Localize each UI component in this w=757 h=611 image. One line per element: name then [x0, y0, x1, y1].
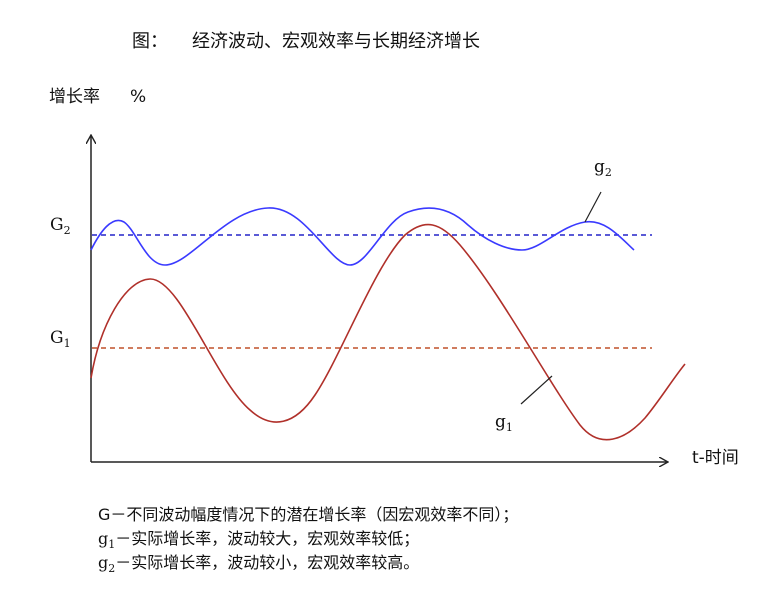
g1-curve-label: g1 — [495, 412, 513, 434]
g2-leader-line — [584, 191, 602, 223]
g1-curve-letter: g — [495, 412, 506, 432]
g1-curve — [90, 223, 686, 441]
g2-curve-letter: g — [594, 157, 605, 177]
g1-level-letter: G — [50, 328, 64, 348]
figure-title-prefix: 图： — [132, 31, 168, 52]
g2-level-label: G2 — [50, 215, 71, 237]
x-axis-label: t-时间 — [692, 448, 739, 468]
g2-level-sub: 2 — [64, 224, 71, 237]
legend-line-3: g2－实际增长率，波动较小，宏观效率较高。 — [98, 549, 419, 575]
g2-level-letter: G — [50, 215, 64, 235]
legend-line-3-sub: 2 — [108, 562, 116, 576]
g2-curve-label: g2 — [594, 157, 612, 179]
y-axis-unit: % — [130, 87, 146, 107]
g1-level-sub: 1 — [64, 337, 71, 350]
legend-line-1: G－不同波动幅度情况下的潜在增长率（因宏观效率不同）； — [98, 501, 518, 525]
legend-line-2-text: －实际增长率，波动较大，宏观效率较低； — [115, 529, 420, 548]
legend-line-3-text: －实际增长率，波动较小，宏观效率较高。 — [115, 553, 420, 572]
g2-curve-sub: 2 — [605, 166, 612, 179]
figure-title: 经济波动、宏观效率与长期经济增长 — [192, 31, 480, 52]
g1-level-label: G1 — [50, 328, 71, 350]
g1-curve-sub: 1 — [506, 421, 513, 434]
y-axis-label: 增长率 — [49, 87, 100, 107]
legend-line-3-letter: g — [98, 553, 109, 572]
g2-curve — [90, 207, 635, 266]
legend-line-2-sub: 1 — [108, 538, 116, 552]
g1-leader-line — [520, 375, 553, 405]
legend-line-2: g1－实际增长率，波动较大，宏观效率较低； — [98, 525, 419, 551]
legend-line-1-text: G－不同波动幅度情况下的潜在增长率（因宏观效率不同）； — [98, 505, 519, 524]
legend-line-2-letter: g — [98, 529, 109, 548]
